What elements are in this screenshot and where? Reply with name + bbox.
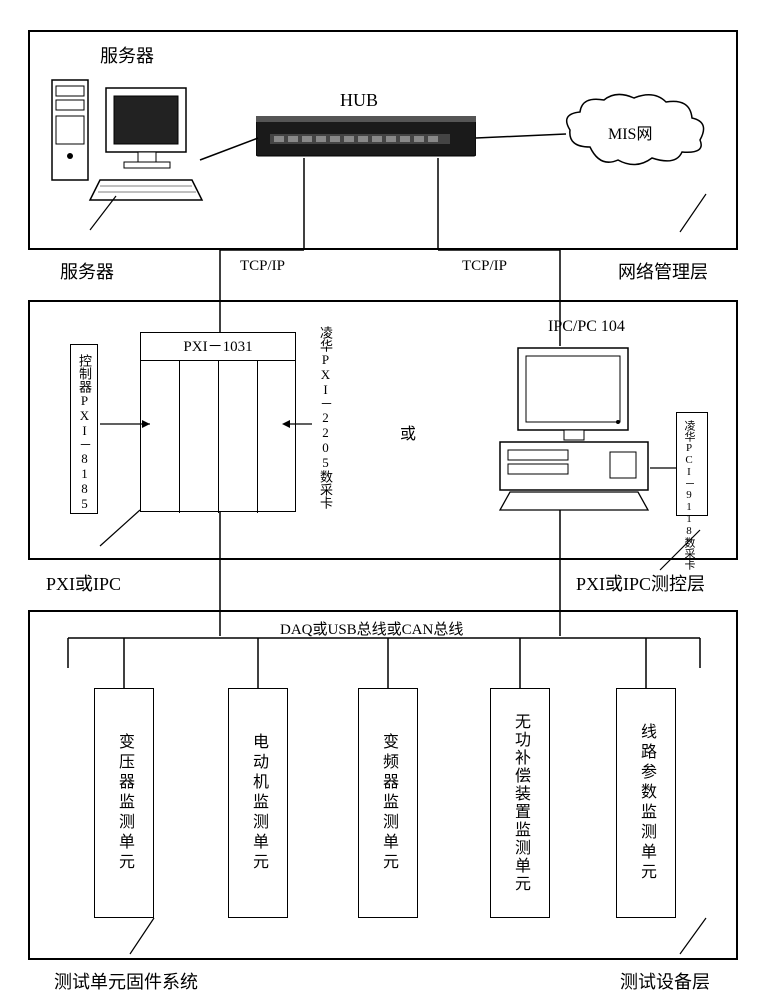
test-equip-label: 测试设备层 (620, 968, 710, 994)
firmware-label: 测试单元固件系统 (54, 968, 198, 994)
layer3-connectors (0, 0, 767, 1000)
